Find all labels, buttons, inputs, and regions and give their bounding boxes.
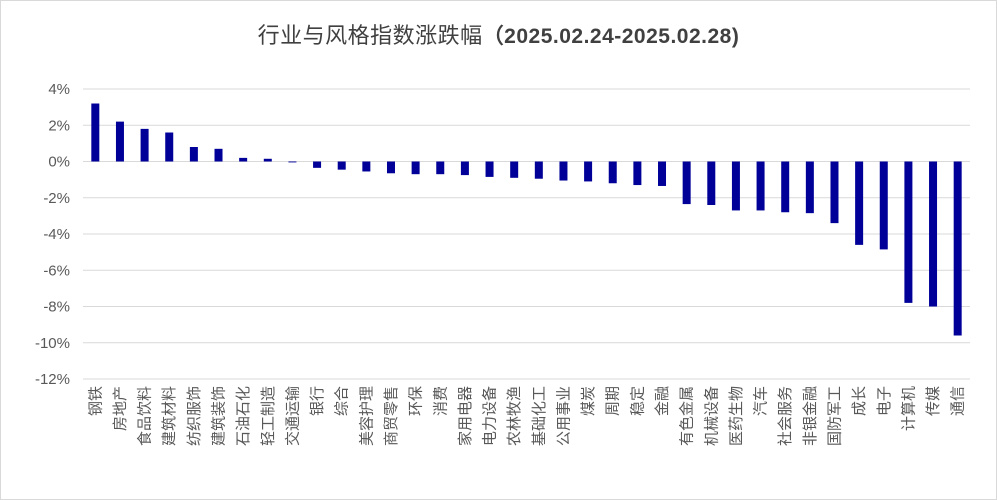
x-tick-label: 食品饮料 — [136, 386, 154, 446]
bar — [608, 161, 617, 184]
x-tick-label: 农林牧渔 — [505, 386, 523, 446]
x-tick-label: 银行 — [308, 386, 326, 416]
x-tick-label: 纺织服饰 — [185, 386, 203, 446]
bar — [756, 161, 765, 211]
x-tick-label: 商贸零售 — [382, 386, 400, 446]
bar — [189, 147, 198, 162]
x-tick-label: 汽车 — [752, 386, 770, 416]
x-tick-label: 消费 — [431, 386, 449, 416]
x-tick-label: 建筑装饰 — [210, 386, 228, 446]
bar — [953, 161, 962, 336]
bar — [682, 161, 691, 205]
x-tick-label: 家用电器 — [456, 386, 474, 446]
x-tick-label: 有色金属 — [678, 386, 696, 446]
bar — [633, 161, 642, 186]
x-tick-label: 钢铁 — [86, 386, 104, 416]
x-tick-label: 成长 — [850, 386, 868, 416]
x-tick-label: 综合 — [333, 386, 351, 416]
bar — [115, 121, 124, 162]
chart-title-daterange: （2025.02.24-2025.02.28) — [482, 25, 740, 48]
x-tick-label: 公用事业 — [554, 386, 572, 446]
bar — [781, 161, 790, 213]
y-axis-ticks: 4% 2% 0% -2% -4% -6% -8% -10% -12% — [35, 81, 70, 388]
x-tick-label: 建筑材料 — [160, 386, 178, 446]
x-tick-label: 交通运输 — [283, 386, 301, 446]
y-tick-label: 4% — [48, 81, 70, 98]
bar — [534, 161, 543, 179]
x-tick-label: 煤炭 — [579, 386, 597, 416]
bar — [584, 161, 593, 182]
bar — [658, 161, 667, 186]
bar — [362, 161, 371, 172]
bar — [386, 161, 395, 174]
bar — [263, 158, 272, 162]
y-tick-label: -8% — [43, 299, 70, 316]
bar — [707, 161, 716, 205]
y-tick-label: -6% — [43, 262, 70, 279]
bar — [904, 161, 913, 303]
y-tick-label: 0% — [48, 154, 70, 171]
bar — [485, 161, 494, 177]
y-tick-label: -2% — [43, 190, 70, 207]
bars — [91, 103, 962, 336]
bar — [214, 148, 223, 162]
y-tick-label: 2% — [48, 117, 70, 134]
bar — [929, 161, 938, 307]
x-tick-label: 国防军工 — [825, 386, 843, 446]
chart-title: 行业与风格指数涨跌幅（2025.02.24-2025.02.28) — [0, 18, 997, 50]
bar — [288, 161, 297, 163]
bar — [460, 161, 469, 176]
bar — [559, 161, 568, 181]
bar — [239, 157, 248, 162]
x-tick-label: 机械设备 — [702, 386, 720, 446]
x-tick-label: 医药生物 — [727, 386, 745, 446]
x-tick-label: 社会服务 — [776, 386, 794, 446]
bar — [879, 161, 888, 250]
x-tick-label: 计算机 — [899, 386, 917, 431]
chart-title-main: 行业与风格指数涨跌幅 — [257, 24, 483, 49]
x-tick-label: 电子 — [875, 386, 893, 416]
x-tick-label: 房地产 — [111, 386, 129, 431]
x-tick-label: 电力设备 — [481, 386, 499, 446]
x-axis-ticks: 钢铁 房地产 食品饮料 建筑材料 纺织服饰 建筑装饰 石油石化 轻工制造 交通运输 银行 综合 美容护… — [86, 386, 966, 446]
bar — [337, 161, 346, 170]
y-tick-label: -10% — [35, 335, 70, 352]
gridlines — [83, 88, 970, 380]
x-tick-label: 金融 — [653, 386, 671, 416]
x-tick-label: 周期 — [604, 386, 622, 416]
x-tick-label: 非银金融 — [801, 386, 819, 446]
bar — [436, 161, 445, 175]
x-tick-label: 轻工制造 — [259, 386, 277, 446]
bar — [510, 161, 519, 178]
x-tick-label: 基础化工 — [530, 386, 548, 446]
x-tick-label: 通信 — [949, 386, 967, 416]
bar — [805, 161, 814, 214]
bar — [830, 161, 839, 224]
y-tick-label: -12% — [35, 371, 70, 388]
bar — [855, 161, 864, 245]
bar — [411, 161, 420, 175]
bar — [731, 161, 740, 211]
bar — [313, 161, 322, 168]
x-tick-label: 稳定 — [628, 386, 646, 416]
x-tick-label: 美容护理 — [357, 386, 375, 446]
x-tick-label: 石油石化 — [234, 386, 252, 446]
x-tick-label: 传媒 — [924, 386, 942, 416]
bar — [140, 128, 149, 162]
y-tick-label: -4% — [43, 226, 70, 243]
bar — [91, 103, 100, 162]
x-tick-label: 环保 — [407, 386, 425, 416]
bar — [165, 132, 174, 162]
